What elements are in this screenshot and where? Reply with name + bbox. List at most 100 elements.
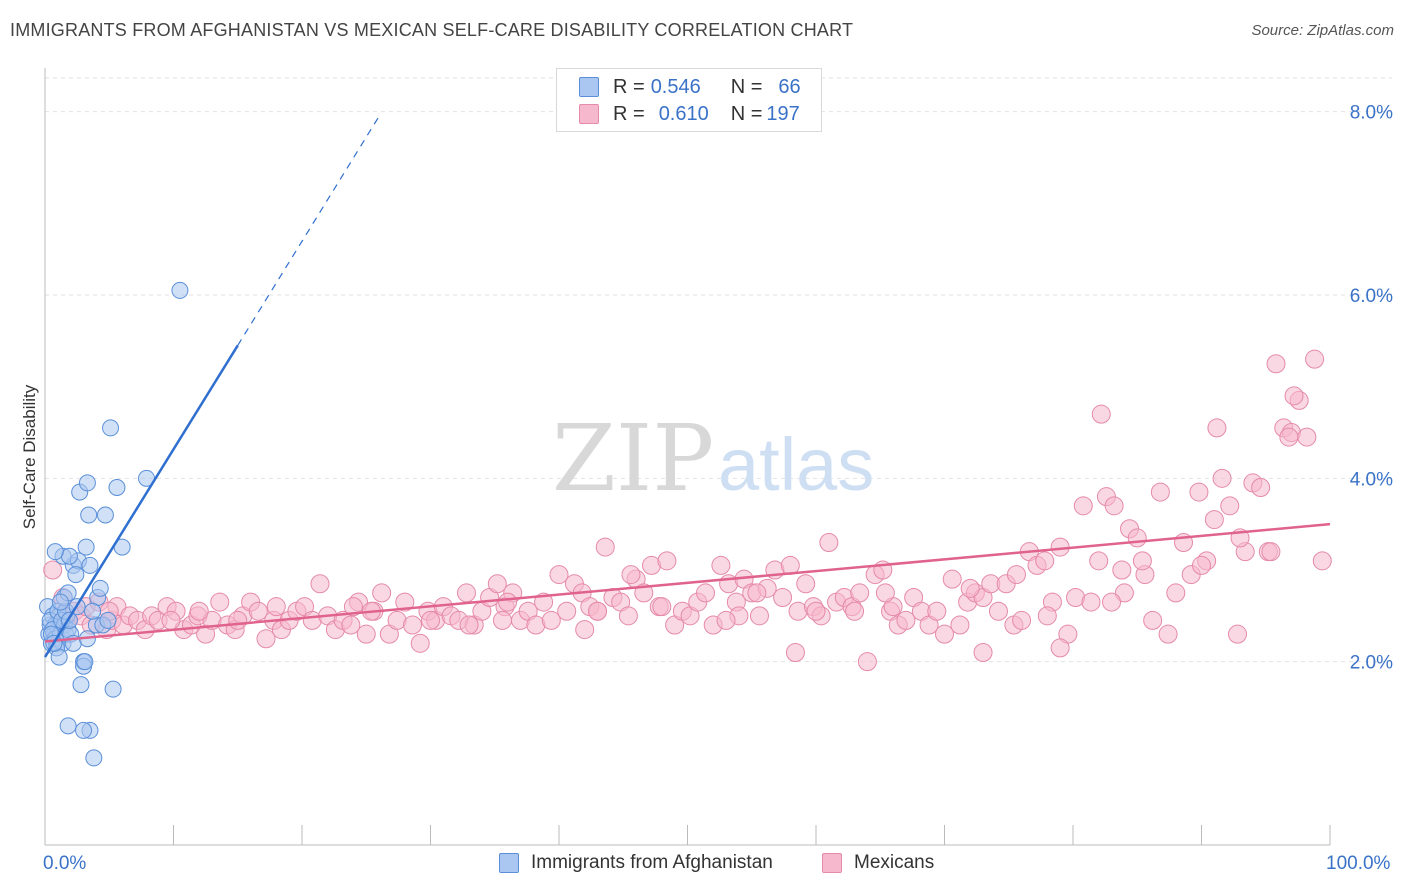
mexicans-point [695,583,715,603]
r-value: 0.546 [650,75,701,98]
mexicans-point [857,652,877,672]
mexicans-point [652,597,672,617]
mexicans-point [618,606,638,626]
mexicans-point [960,578,980,598]
stats-row-mexicans: R = 0.610 N = 197 [579,101,800,127]
mexicans-point [595,537,615,557]
mexicans-point [1207,418,1227,438]
mexicans-point [1132,551,1152,571]
mexicans-point [256,629,276,649]
y-tick-label: 2.0% [1350,653,1393,674]
mexicans-point [1150,482,1170,502]
source-label: Source: ZipAtlas.com [1251,22,1394,39]
n-label: N = [730,75,763,98]
mexicans-point [875,583,895,603]
mexicans-point [1035,551,1055,571]
mexicans-point [421,610,440,630]
mexicans-point [161,610,181,630]
afghanistan-legend-swatch [499,853,519,873]
mexicans-swatch [579,104,599,124]
mexicans-point [1112,560,1132,580]
mexicans-point [1143,610,1163,630]
mexicans-point [575,620,595,640]
mexicans-point [1037,606,1057,626]
afghanistan-point [77,538,95,556]
mexicans-point [1204,510,1224,530]
n-value: 197 [766,102,800,125]
mexicans-point [248,601,268,621]
legend-item-afghanistan: Immigrants from Afghanistan [499,852,773,874]
afghanistan-point [59,717,77,735]
afghanistan-point [76,653,94,671]
mexicans-point [549,565,569,585]
n-value: 66 [778,75,801,98]
mexicans-point [456,583,476,603]
mexicans-point [896,610,916,630]
mexicans-point [806,601,826,621]
r-label: R = [613,102,645,125]
trend-lines [43,115,1331,658]
mexicans-point [973,643,993,662]
mexicans-point [1312,551,1332,571]
mexicans-point [850,583,870,603]
mexicans-point [1284,386,1304,406]
mexicans-point [1297,427,1317,447]
afghanistan-point [104,680,122,698]
afghanistan-point [171,281,189,299]
afghanistan-point [85,749,103,767]
mexicans-point [1261,542,1281,562]
mexicans-point [1102,592,1122,612]
afghanistan-point [60,547,78,565]
mexicans-point [492,610,512,630]
afghanistan-point [81,556,99,574]
mexicans-point [1192,555,1211,575]
mexicans-point [189,601,209,621]
mexicans-point [1089,551,1109,571]
watermark: ZIP atlas [552,405,874,512]
y-tick-labels: 2.0% 4.0% 6.0% 8.0% [1350,103,1393,674]
mexicans-point [749,606,769,626]
n-label: N = [730,102,763,125]
mexicans-point [1227,624,1247,644]
mexicans-point [310,574,330,594]
afghanistan-point [72,676,90,694]
afghanistan-point [75,721,93,739]
legend-label: Immigrants from Afghanistan [531,852,773,873]
mexicans-point [1114,583,1134,603]
mexicans-point [1166,583,1186,603]
mexicans-point [988,601,1008,621]
mexicans-point [395,592,415,612]
chart-title: IMMIGRANTS FROM AFGHANISTAN VS MEXICAN S… [10,20,854,40]
mexicans-point [819,533,839,552]
mexicans-point [1220,496,1240,516]
mexicans-point [1251,478,1271,497]
y-tick-label: 8.0% [1350,103,1393,124]
afghanistan-point [96,506,114,524]
mexicans-point [266,597,286,617]
mexicans-point [711,555,731,575]
mexicans-point [1212,468,1232,488]
mexicans-point [487,574,507,594]
r-label: R = [613,75,645,98]
afghanistan-point [91,579,109,597]
afghanistan-point [51,593,69,611]
mexicans-point [541,610,561,630]
mexicans-point [950,615,970,635]
mexicans-point [356,624,376,644]
stats-row-afghanistan: R = 0.546 N = 66 [579,74,801,100]
afghanistan-point [78,474,96,492]
mexicans-point [1279,427,1299,447]
mexicans-point [796,574,816,594]
mexicans-point [588,601,608,621]
legend-label: Mexicans [854,852,935,873]
mexicans-point [228,610,248,630]
mexicans-point [785,643,805,662]
mexicans-point [935,624,954,644]
y-axis-label: Self-Care Disability [20,384,39,530]
afghanistan-point [46,543,64,561]
axes [44,68,1331,846]
afghanistan-point [84,602,102,620]
afghanistan-trend-line [43,344,239,658]
mexicans-point [621,565,641,585]
r-value: 0.610 [658,102,709,125]
